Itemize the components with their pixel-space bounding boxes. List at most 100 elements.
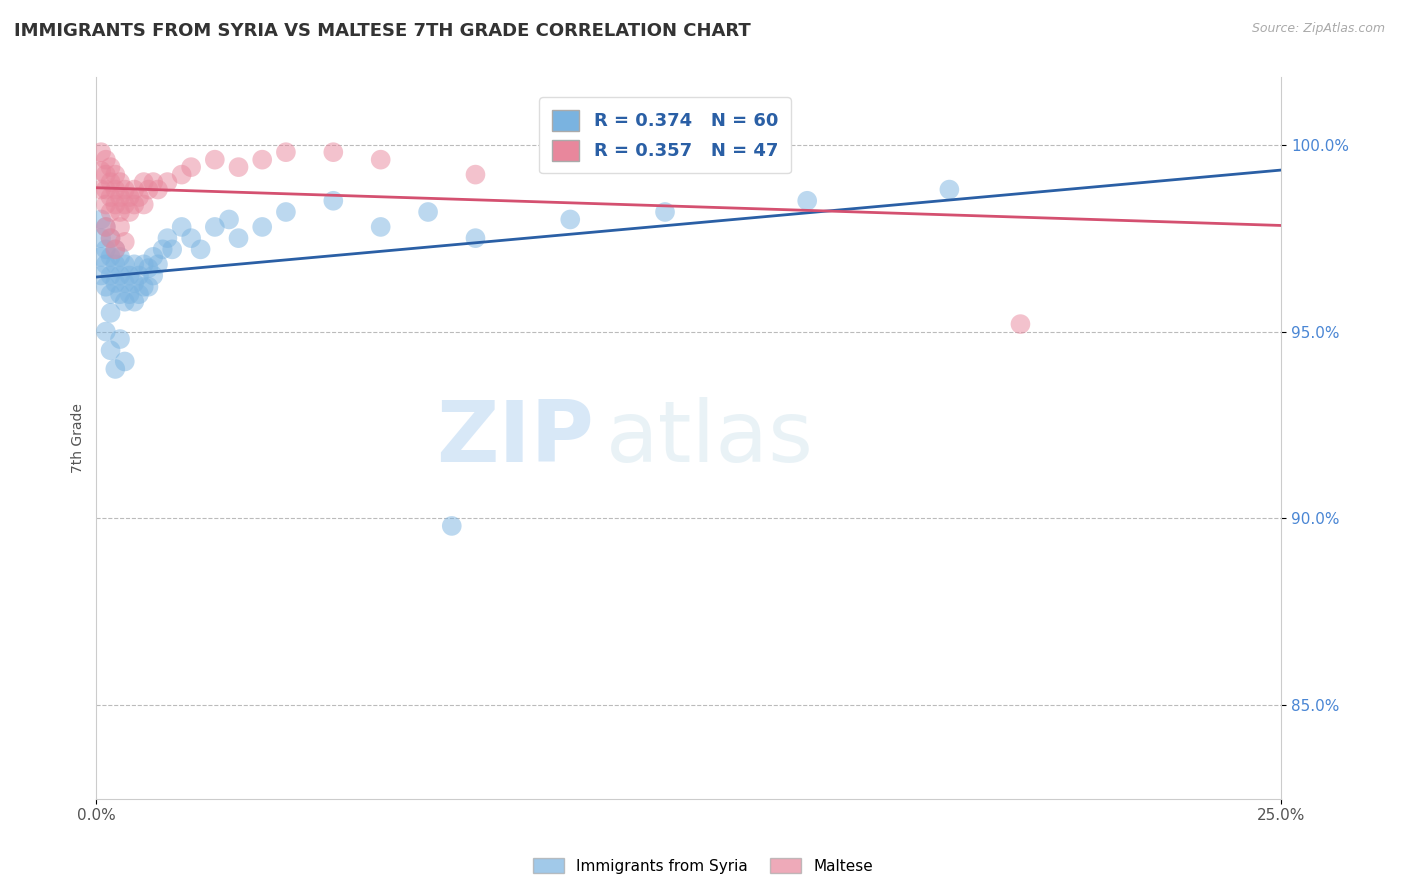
Point <box>218 212 240 227</box>
Point <box>94 243 117 257</box>
Point <box>464 231 486 245</box>
Point <box>118 287 141 301</box>
Point <box>416 205 439 219</box>
Point <box>274 145 297 160</box>
Legend: Immigrants from Syria, Maltese: Immigrants from Syria, Maltese <box>527 852 879 880</box>
Point <box>156 231 179 245</box>
Point <box>274 205 297 219</box>
Point <box>654 145 676 160</box>
Point <box>104 362 127 376</box>
Point <box>138 279 160 293</box>
Point <box>100 231 122 245</box>
Point <box>938 183 960 197</box>
Point <box>100 190 122 204</box>
Point <box>142 268 165 283</box>
Point <box>104 276 127 290</box>
Point <box>464 168 486 182</box>
Point <box>100 160 122 174</box>
Point <box>128 190 150 204</box>
Point <box>170 219 193 234</box>
Point <box>122 257 145 271</box>
Point <box>118 205 141 219</box>
Point <box>118 190 141 204</box>
Point <box>128 268 150 283</box>
Point <box>122 294 145 309</box>
Point <box>322 145 344 160</box>
Point <box>1010 317 1032 331</box>
Point <box>796 194 818 208</box>
Point <box>104 168 127 182</box>
Point <box>114 276 136 290</box>
Point <box>322 194 344 208</box>
Point <box>204 153 226 167</box>
Point <box>560 153 582 167</box>
Point <box>132 175 155 189</box>
Point <box>160 243 183 257</box>
Point <box>90 212 112 227</box>
Point <box>128 287 150 301</box>
Point <box>250 219 273 234</box>
Point <box>108 250 131 264</box>
Point <box>190 243 212 257</box>
Point <box>100 231 122 245</box>
Point <box>132 197 155 211</box>
Point <box>370 219 392 234</box>
Text: ZIP: ZIP <box>436 397 593 480</box>
Point <box>204 219 226 234</box>
Point <box>100 175 122 189</box>
Y-axis label: 7th Grade: 7th Grade <box>72 403 86 473</box>
Point <box>114 235 136 249</box>
Point <box>180 160 202 174</box>
Point <box>104 243 127 257</box>
Point <box>440 519 463 533</box>
Point <box>94 183 117 197</box>
Point <box>100 306 122 320</box>
Point <box>228 160 250 174</box>
Point <box>138 183 160 197</box>
Point <box>114 354 136 368</box>
Point <box>108 190 131 204</box>
Point <box>118 268 141 283</box>
Point <box>132 279 155 293</box>
Point <box>100 268 122 283</box>
Point <box>100 250 122 264</box>
Point <box>90 250 112 264</box>
Legend: R = 0.374   N = 60, R = 0.357   N = 47: R = 0.374 N = 60, R = 0.357 N = 47 <box>540 97 790 173</box>
Point <box>104 257 127 271</box>
Point <box>100 343 122 358</box>
Point <box>122 276 145 290</box>
Point <box>108 205 131 219</box>
Point <box>94 279 117 293</box>
Point <box>146 183 169 197</box>
Point <box>122 197 145 211</box>
Point <box>100 205 122 219</box>
Text: atlas: atlas <box>606 397 814 480</box>
Point <box>654 205 676 219</box>
Point <box>142 250 165 264</box>
Point <box>94 153 117 167</box>
Text: IMMIGRANTS FROM SYRIA VS MALTESE 7TH GRADE CORRELATION CHART: IMMIGRANTS FROM SYRIA VS MALTESE 7TH GRA… <box>14 22 751 40</box>
Point <box>90 183 112 197</box>
Point <box>114 257 136 271</box>
Point <box>94 219 117 234</box>
Point <box>180 231 202 245</box>
Point <box>122 183 145 197</box>
Point <box>108 175 131 189</box>
Point <box>94 197 117 211</box>
Point <box>90 268 112 283</box>
Point <box>94 219 117 234</box>
Point <box>108 332 131 346</box>
Point <box>114 183 136 197</box>
Point <box>94 325 117 339</box>
Point <box>560 212 582 227</box>
Point <box>90 231 112 245</box>
Point <box>104 243 127 257</box>
Point <box>94 168 117 182</box>
Point <box>142 175 165 189</box>
Point <box>100 287 122 301</box>
Point <box>108 219 131 234</box>
Point <box>114 197 136 211</box>
Point <box>156 175 179 189</box>
Point <box>132 257 155 271</box>
Point <box>90 145 112 160</box>
